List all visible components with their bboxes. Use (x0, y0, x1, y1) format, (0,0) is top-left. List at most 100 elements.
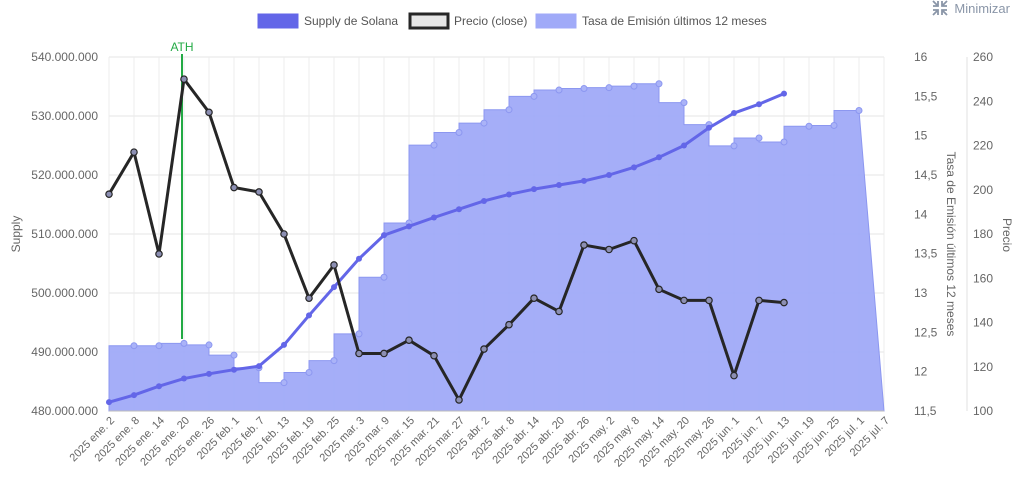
supply-tick-label: 490.000.000 (31, 345, 98, 359)
supply-point (756, 101, 762, 108)
emission-point (780, 138, 788, 146)
emission-point (680, 99, 688, 107)
price-point (355, 349, 363, 358)
emission-point (630, 82, 638, 90)
supply-point (506, 191, 512, 198)
price-point (230, 183, 238, 192)
emission-tick-label: 15 (914, 129, 928, 143)
price-point (105, 190, 113, 198)
price-point (730, 371, 738, 380)
price-tick-label: 140 (973, 316, 993, 330)
emission-point (380, 273, 388, 281)
supply-point (156, 383, 162, 390)
supply-point (206, 370, 212, 377)
price-series-layer (105, 75, 788, 404)
price-point (330, 261, 338, 269)
price-point (455, 396, 463, 404)
emission-point (205, 341, 213, 349)
emission-point (655, 80, 663, 88)
price-point (580, 241, 588, 249)
supply-tick-label: 530.000.000 (31, 109, 98, 123)
legend-swatch (257, 13, 299, 29)
price-point (655, 285, 663, 294)
price-axis-label: Precio (1000, 218, 1014, 252)
supply-axis-label: Supply (9, 216, 23, 253)
emission-point (730, 142, 738, 150)
price-point (505, 320, 513, 329)
emission-tick-label: 14 (914, 207, 928, 221)
supply-series-layer (106, 90, 787, 406)
legend-label: Precio (close) (454, 14, 527, 28)
emission-point (530, 92, 538, 100)
supply-point (331, 284, 337, 291)
supply-point (456, 206, 462, 213)
price-point (530, 294, 538, 302)
emission-point (305, 368, 313, 376)
minimize-button[interactable]: Minimizar (932, 0, 1010, 16)
legend-item-1[interactable]: Precio (close) (408, 12, 527, 30)
emission-tick-label: 15,5 (914, 89, 938, 103)
emission-point (555, 86, 563, 94)
legend-label: Supply de Solana (304, 14, 398, 28)
supply-point (431, 214, 437, 221)
emission-tick-label: 11,5 (914, 404, 937, 418)
supply-point (731, 110, 737, 117)
price-line (107, 77, 785, 402)
price-point (305, 294, 313, 302)
price-point (430, 351, 438, 360)
price-point (205, 108, 213, 117)
legend-item-0[interactable]: Supply de Solana (257, 13, 398, 29)
emission-tick-label: 13 (914, 286, 928, 300)
emission-point (830, 121, 838, 129)
price-tick-label: 120 (973, 360, 993, 374)
supply-point (356, 255, 362, 262)
supply-point (481, 197, 487, 204)
price-tick-label: 220 (973, 139, 993, 153)
emission-point (155, 342, 163, 350)
supply-tick-label: 540.000.000 (31, 50, 98, 64)
emission-point (855, 106, 863, 114)
supply-point (681, 142, 687, 149)
price-point (255, 188, 263, 196)
price-point (605, 245, 613, 254)
supply-point (181, 375, 187, 382)
legend-swatch (408, 12, 450, 30)
emission-point (455, 129, 463, 137)
price-point (705, 296, 713, 305)
emission-tick-label: 12,5 (914, 325, 938, 339)
emission-tick-label: 14,5 (914, 168, 938, 182)
price-tick-label: 260 (973, 50, 993, 64)
emission-area (108, 83, 885, 412)
chart-legend[interactable]: Supply de Solana Precio (close) Tasa de Em… (257, 12, 767, 30)
supply-point (106, 399, 112, 406)
emission-point (330, 357, 338, 365)
emission-point (180, 339, 188, 347)
ath-label: ATH (170, 40, 193, 54)
price-point (130, 148, 138, 156)
supply-point (131, 392, 137, 399)
supply-point (556, 182, 562, 189)
price-point (680, 296, 688, 305)
price-tick-label: 100 (973, 404, 993, 418)
supply-point (706, 124, 712, 131)
supply-point (531, 186, 537, 193)
price-point (280, 230, 288, 238)
price-point (630, 236, 638, 245)
supply-point (381, 232, 387, 239)
price-tick-label: 160 (973, 271, 993, 285)
price-point (180, 75, 188, 83)
collapse-icon (932, 0, 949, 16)
emission-point (130, 342, 138, 350)
legend-label: Tasa de Emisión últimos 12 meses (582, 14, 767, 28)
supply-point (781, 90, 787, 97)
price-tick-label: 180 (973, 227, 993, 241)
supply-line (108, 92, 785, 404)
emission-point (605, 84, 613, 92)
price-point (755, 296, 763, 305)
supply-tick-label: 510.000.000 (31, 227, 98, 241)
emission-axis-label: Tasa de Emisión últimos 12 meses (944, 152, 958, 337)
legend-item-2[interactable]: Tasa de Emisión últimos 12 meses (535, 13, 767, 29)
price-point (555, 307, 563, 316)
supply-tick-label: 520.000.000 (31, 168, 98, 182)
